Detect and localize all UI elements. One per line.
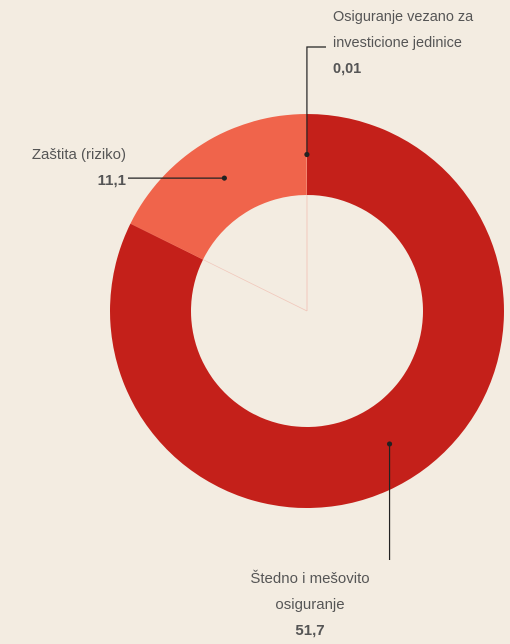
category-label: Štedno i mešovito osiguranje xyxy=(250,570,369,613)
value-label: 51,7 xyxy=(228,618,392,644)
leader-dot xyxy=(387,441,392,446)
radial-guide xyxy=(203,260,307,311)
leader-dot xyxy=(304,152,309,157)
slice-label: Osiguranje vezano za investicione jedini… xyxy=(333,4,508,82)
value-label: 11,1 xyxy=(0,168,126,194)
category-label: Osiguranje vezano za investicione jedini… xyxy=(333,9,473,51)
slice-label: Zaštita (riziko) 11,1 xyxy=(0,142,126,194)
value-label: 0,01 xyxy=(333,56,508,82)
slice-label: Štedno i mešovito osiguranje 51,7 xyxy=(228,566,392,644)
category-label: Zaštita (riziko) xyxy=(32,146,126,163)
leader-dot xyxy=(222,175,227,180)
